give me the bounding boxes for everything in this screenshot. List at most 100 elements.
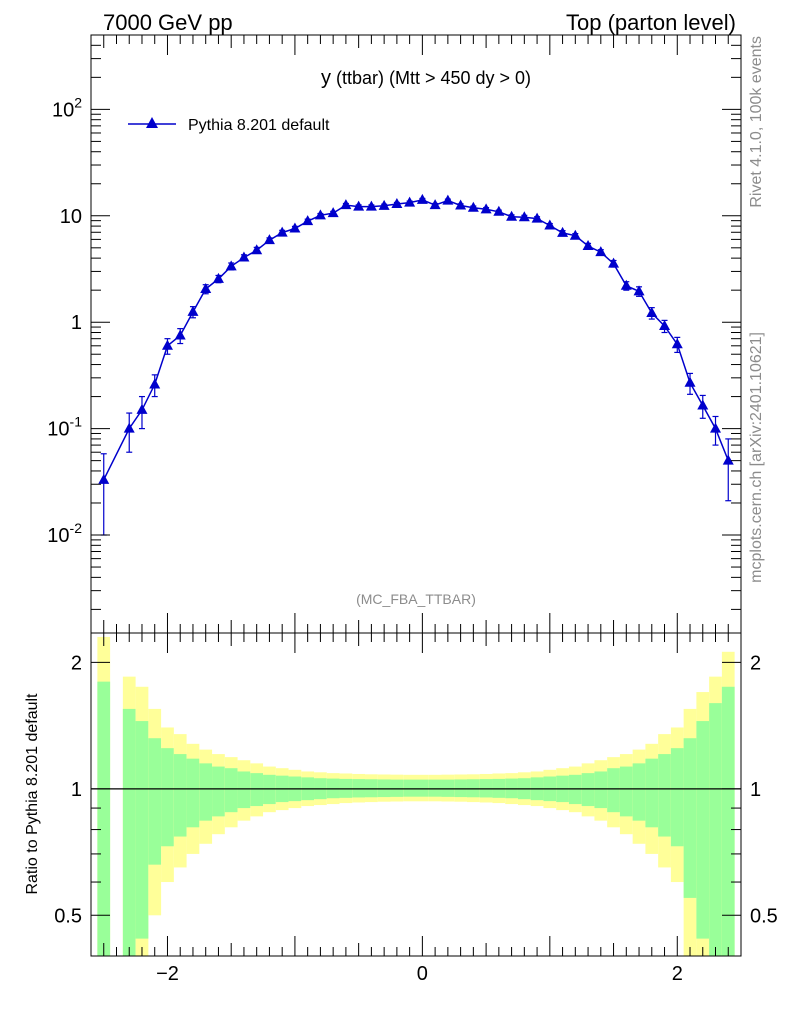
data-point-9 <box>225 260 237 271</box>
rivet-version-label: Rivet 4.1.0, 100k events <box>748 36 765 208</box>
data-point-33 <box>531 212 543 223</box>
ratio-band-inner-45 <box>683 738 697 898</box>
title-selection: (ttbar) (Mtt > 450 dy > 0) <box>336 68 531 88</box>
ratio-band-inner-48 <box>721 686 735 956</box>
data-point-21 <box>378 199 390 210</box>
main-ytick-label-base: 10 <box>47 419 69 441</box>
ratio-band-inner-44 <box>670 748 684 847</box>
data-point-30 <box>493 205 505 216</box>
data-point-31 <box>506 210 518 221</box>
ratio-band-inner-5 <box>173 754 187 837</box>
ratio-band-inner-2 <box>135 721 149 939</box>
main-ytick-label: 1 <box>71 312 82 334</box>
main-plot-title: y (ttbar) (Mtt > 450 dy > 0) <box>321 67 531 89</box>
main-ytick-label-exponent: -2 <box>70 520 83 536</box>
ratio-band-inner-47 <box>709 703 722 956</box>
data-point-6 <box>187 305 199 316</box>
mcplots-reference-label: mcplots.cern.ch [arXiv:2401.10621] <box>748 332 765 583</box>
ratio-band-inner-25 <box>428 779 442 797</box>
ratio-band-inner-38 <box>594 771 608 809</box>
main-ytick-label-base: 10 <box>52 99 74 121</box>
data-point-37 <box>582 240 594 251</box>
ratio-band-inner-46 <box>696 721 710 939</box>
data-point-25 <box>429 199 441 210</box>
ratio-ytick-label-left: 0.5 <box>54 905 82 927</box>
ratio-band-inner-1 <box>122 708 136 956</box>
ratio-ytick-label-left: 2 <box>71 652 82 674</box>
ratio-band-inner-42 <box>645 758 659 828</box>
ratio-band-inner-10 <box>237 771 251 809</box>
legend-marker-icon <box>146 117 158 128</box>
data-point-13 <box>276 226 288 237</box>
main-ytick-label-exponent: -1 <box>70 414 83 430</box>
data-point-15 <box>302 215 314 226</box>
data-point-4 <box>161 339 173 350</box>
ratio-y-axis-label: Ratio to Pythia 8.201 default <box>24 693 41 895</box>
ratio-xtick-label: 0 <box>417 963 428 985</box>
ratio-band-inner-6 <box>186 758 200 828</box>
main-ytick-label: 102 <box>52 94 82 121</box>
data-point-44 <box>671 338 683 349</box>
data-point-22 <box>391 198 403 209</box>
ratio-band-inner-0 <box>97 681 111 956</box>
data-point-16 <box>314 209 326 220</box>
ratio-band-inner-23 <box>403 779 416 797</box>
header-left-label: 7000 GeV pp <box>103 10 233 35</box>
data-point-48 <box>722 454 734 465</box>
data-point-7 <box>200 283 212 294</box>
data-point-26 <box>442 194 454 205</box>
ratio-xtick-label: 2 <box>672 963 683 985</box>
data-point-38 <box>595 246 607 257</box>
main-series <box>98 193 734 536</box>
data-point-27 <box>455 199 467 210</box>
data-point-40 <box>620 279 632 290</box>
data-point-20 <box>365 200 377 211</box>
ratio-ytick-label-left: 1 <box>71 779 82 801</box>
analysis-watermark: (MC_FBA_TTBAR) <box>356 591 476 607</box>
data-point-2 <box>136 403 148 414</box>
ratio-plot-frame <box>90 632 742 957</box>
main-ytick-label-exponent: 2 <box>74 94 82 110</box>
data-point-14 <box>289 222 301 233</box>
data-point-8 <box>212 272 224 283</box>
ratio-band-inner-11 <box>250 773 264 807</box>
ratio-band-inner-41 <box>632 763 646 821</box>
data-point-10 <box>238 251 250 262</box>
ratio-band-inner-21 <box>377 779 391 798</box>
ratio-band-inner-27 <box>454 779 467 798</box>
data-point-39 <box>608 257 620 268</box>
series-line <box>103 199 729 481</box>
legend: Pythia 8.201 default <box>128 117 330 134</box>
data-point-5 <box>174 329 186 340</box>
data-point-34 <box>544 219 556 230</box>
ratio-band-inner-26 <box>441 779 455 797</box>
data-point-47 <box>710 422 722 433</box>
ratio-ytick-label-right: 2 <box>750 652 761 674</box>
main-ytick-label-base: 10 <box>60 206 82 228</box>
data-point-17 <box>327 207 339 218</box>
ratio-band-inner-4 <box>161 748 174 847</box>
ratio-band-inner-37 <box>581 773 595 807</box>
data-point-19 <box>353 200 365 211</box>
data-point-36 <box>569 229 581 240</box>
main-ytick-label-base: 1 <box>71 312 82 334</box>
main-ytick-label: 10-1 <box>47 414 82 441</box>
data-point-1 <box>123 422 135 433</box>
main-ytick-label: 10-2 <box>47 520 82 547</box>
ratio-band-inner-3 <box>148 738 162 865</box>
data-point-18 <box>340 199 352 210</box>
data-point-28 <box>467 201 479 212</box>
data-point-3 <box>149 378 161 389</box>
ratio-xtick-label: −2 <box>156 963 179 985</box>
ratio-band-inner-24 <box>416 779 429 797</box>
header-right-label: Top (parton level) <box>566 10 736 35</box>
ratio-band-inner-39 <box>607 768 620 813</box>
data-point-0 <box>98 473 110 484</box>
data-point-45 <box>684 376 696 387</box>
ratio-band-inner-40 <box>619 766 633 817</box>
data-point-24 <box>416 193 428 204</box>
ratio-band-inner-43 <box>658 754 671 837</box>
main-ytick-label-base: 10 <box>47 525 69 547</box>
